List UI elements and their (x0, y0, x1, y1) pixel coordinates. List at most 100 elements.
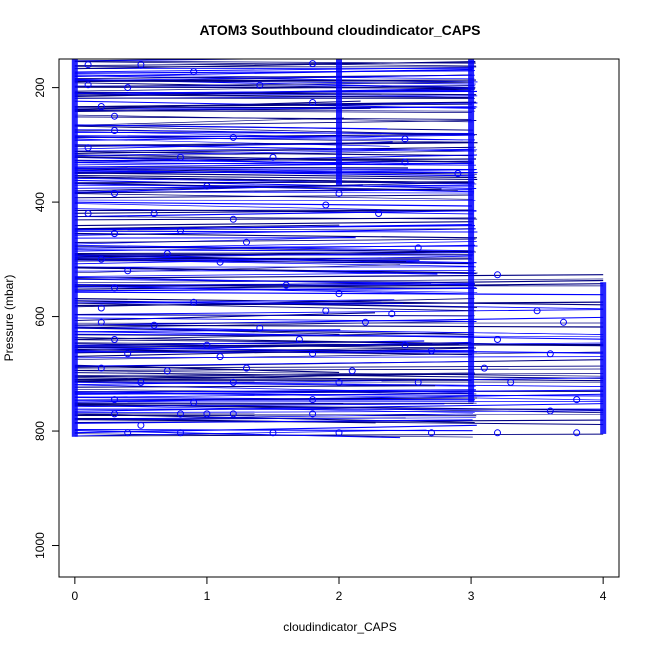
data-point (361, 318, 369, 326)
profile-line (74, 236, 355, 245)
data-point (480, 364, 488, 372)
data-point (203, 182, 211, 190)
data-point (388, 310, 396, 318)
data-point (401, 158, 409, 166)
x-tick-label: 2 (336, 589, 343, 603)
profile-line (74, 278, 604, 284)
data-point (84, 144, 92, 152)
data-point (256, 81, 264, 89)
profile-line (74, 177, 477, 185)
profile-line (74, 168, 477, 171)
profile-line (74, 329, 341, 333)
data-point (124, 267, 132, 275)
data-point (124, 429, 132, 437)
profile-line (74, 391, 604, 401)
profile-line (74, 385, 436, 388)
profile-line (74, 343, 604, 349)
data-point (414, 378, 422, 386)
data-point (533, 307, 541, 315)
profile-line (74, 347, 477, 357)
data-point (111, 396, 118, 404)
data-point (97, 364, 105, 372)
profile-line (74, 251, 473, 259)
profile-line (74, 302, 476, 312)
data-point (494, 429, 501, 437)
profile-line (74, 221, 474, 227)
profile-line (74, 179, 477, 190)
profile-line (74, 224, 472, 231)
profile-line (74, 81, 474, 87)
data-point (124, 350, 132, 358)
profile-line (74, 166, 409, 169)
y-tick-label: 1000 (33, 532, 47, 559)
data-point (295, 336, 303, 343)
data-point (494, 271, 501, 279)
data-point (335, 429, 343, 437)
data-point (111, 410, 118, 418)
profile-line (74, 317, 477, 322)
data-point (256, 324, 264, 332)
profile-line (74, 228, 473, 231)
data-point (203, 341, 211, 349)
profile-line (74, 255, 473, 265)
data-point (137, 378, 145, 386)
profile-line (74, 333, 604, 338)
data-point (375, 210, 383, 217)
data-point (97, 318, 105, 326)
dense-column-x4 (600, 282, 607, 434)
y-tick-label: 600 (33, 306, 47, 326)
data-point (84, 81, 92, 89)
profile-line (74, 433, 604, 437)
profile-line (74, 309, 604, 315)
profile-line (74, 298, 604, 306)
data-point (573, 396, 581, 404)
dense-column-x3 (468, 59, 475, 403)
profile-line (74, 321, 472, 328)
profile-line (74, 373, 476, 380)
profile-line (74, 61, 477, 67)
data-point (111, 112, 118, 120)
y-tick-label: 400 (33, 192, 47, 212)
data-point (573, 429, 581, 437)
profile-line (74, 361, 475, 367)
x-axis-label: cloudindicator_CAPS (283, 620, 396, 634)
profile-line (74, 327, 604, 335)
profile-line (74, 172, 477, 179)
profile-line (74, 148, 473, 157)
profile-line (74, 285, 478, 293)
profile-line (74, 368, 604, 371)
data-point (322, 307, 330, 315)
profile-lines (74, 59, 604, 439)
profile-line (74, 392, 604, 397)
data-point (546, 407, 554, 415)
data-point (428, 347, 435, 355)
profile-line (74, 59, 283, 62)
profile-line (74, 346, 474, 354)
profile-line (74, 257, 472, 260)
profile-line (74, 272, 397, 277)
data-point (494, 336, 501, 343)
profile-line (74, 429, 401, 439)
data-point (322, 201, 330, 209)
profile-line (74, 279, 475, 284)
data-point (309, 60, 317, 68)
profile-line (74, 82, 474, 90)
data-point (150, 210, 158, 217)
profile-line (74, 128, 475, 136)
data-point (428, 429, 435, 437)
data-point (150, 321, 158, 329)
data-point (163, 367, 171, 375)
data-point (401, 135, 409, 143)
profile-line (74, 116, 472, 120)
data-point (216, 258, 224, 266)
y-tick-label: 800 (33, 421, 47, 441)
profile-line (74, 285, 473, 295)
data-point (111, 336, 118, 343)
profile-line (74, 120, 477, 127)
data-point (243, 238, 250, 246)
profile-line (74, 171, 476, 174)
profile-line (74, 419, 604, 425)
profile-line (74, 101, 476, 108)
profile-line (74, 245, 477, 253)
